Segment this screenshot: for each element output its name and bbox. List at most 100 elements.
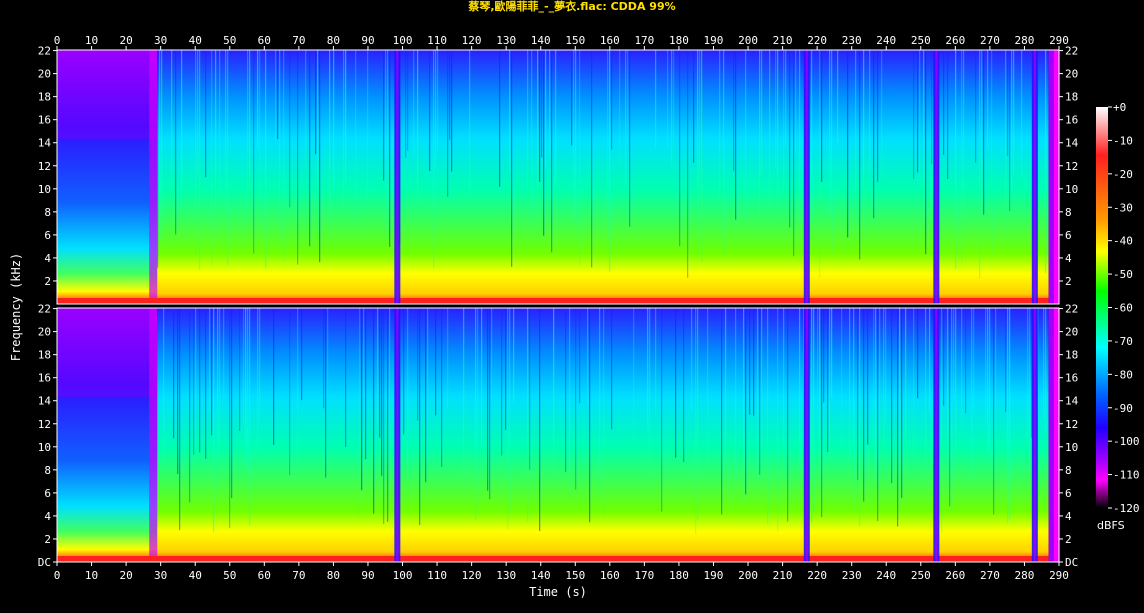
texture-streak bbox=[447, 308, 449, 409]
texture-streak bbox=[487, 308, 489, 491]
texture-streak bbox=[199, 308, 201, 453]
low-frequency-band bbox=[57, 556, 1049, 562]
y-tick-label-left: 20 bbox=[38, 68, 51, 81]
texture-streak bbox=[761, 50, 763, 175]
texture-streak bbox=[437, 50, 439, 150]
texture-streak bbox=[859, 308, 861, 527]
texture-streak bbox=[297, 50, 299, 265]
texture-streak bbox=[603, 308, 605, 517]
y-tick-label-right: 6 bbox=[1065, 229, 1072, 242]
x-tick-label-top: 90 bbox=[361, 34, 374, 47]
colorbar-tick-label: -30 bbox=[1113, 201, 1133, 214]
y-tick-label-left: 6 bbox=[44, 487, 51, 500]
y-tick-label-left: DC bbox=[38, 556, 51, 569]
texture-streak bbox=[769, 50, 771, 223]
texture-streak bbox=[913, 50, 915, 179]
music-region bbox=[157, 308, 1049, 562]
texture-streak bbox=[987, 308, 989, 452]
texture-streak bbox=[245, 308, 247, 469]
texture-streak bbox=[1005, 50, 1007, 234]
texture-streak bbox=[161, 50, 163, 244]
texture-streak bbox=[823, 308, 825, 403]
texture-streak bbox=[373, 308, 375, 514]
y-tick-label-right: 22 bbox=[1065, 45, 1078, 58]
y-tick-label-left: 22 bbox=[38, 303, 51, 316]
texture-streak bbox=[745, 50, 747, 218]
silence-gap-core bbox=[396, 308, 399, 562]
texture-streak bbox=[869, 50, 871, 173]
texture-streak bbox=[529, 308, 531, 470]
colorbar-tick-label: +0 bbox=[1113, 101, 1126, 114]
texture-streak bbox=[819, 308, 821, 494]
texture-streak bbox=[1031, 308, 1033, 438]
texture-streak bbox=[925, 308, 927, 488]
texture-streak bbox=[587, 308, 589, 405]
panel-frame bbox=[56, 307, 1060, 563]
texture-streak bbox=[873, 308, 875, 443]
texture-streak bbox=[981, 50, 983, 206]
texture-streak bbox=[277, 50, 279, 140]
y-tick-label-left: 12 bbox=[38, 418, 51, 431]
texture-streak bbox=[697, 308, 699, 521]
y-tick-label-left: 18 bbox=[38, 349, 51, 362]
silence-gap-core bbox=[1033, 308, 1036, 562]
texture-streak bbox=[513, 308, 515, 403]
texture-streak bbox=[633, 308, 635, 442]
texture-streak bbox=[405, 50, 407, 158]
texture-streak bbox=[819, 50, 821, 278]
x-tick-label-bottom: 30 bbox=[154, 569, 167, 582]
intro-region-top bbox=[57, 50, 158, 139]
texture-streak bbox=[879, 308, 881, 464]
texture-streak bbox=[1045, 308, 1047, 433]
y-tick-label-left: 14 bbox=[38, 395, 52, 408]
texture-streak bbox=[499, 50, 501, 187]
x-tick-label-top: 130 bbox=[496, 34, 516, 47]
texture-streak bbox=[667, 50, 669, 149]
texture-streak bbox=[1007, 308, 1009, 524]
x-tick-label-top: 150 bbox=[565, 34, 585, 47]
y-tick-label-left: 10 bbox=[38, 441, 51, 454]
x-tick-label-bottom: 90 bbox=[361, 569, 374, 582]
texture-streak bbox=[171, 50, 173, 192]
track-end-region bbox=[1048, 308, 1059, 562]
texture-streak bbox=[683, 308, 685, 463]
texture-streak bbox=[941, 308, 943, 534]
texture-streak bbox=[767, 308, 769, 524]
silence-gap-core bbox=[805, 308, 808, 562]
texture-streak bbox=[305, 50, 307, 171]
x-tick-label-bottom: 250 bbox=[911, 569, 931, 582]
texture-streak bbox=[177, 308, 179, 474]
texture-streak bbox=[961, 308, 963, 435]
texture-streak bbox=[599, 308, 601, 500]
texture-streak bbox=[319, 50, 321, 263]
texture-streak bbox=[829, 308, 831, 460]
texture-streak bbox=[377, 308, 379, 426]
x-tick-label-bottom: 180 bbox=[669, 569, 689, 582]
texture-streak bbox=[875, 308, 877, 486]
texture-streak bbox=[159, 50, 161, 241]
x-tick-label-top: 110 bbox=[427, 34, 447, 47]
texture-streak bbox=[589, 308, 591, 523]
texture-streak bbox=[225, 50, 227, 214]
track-end-edge bbox=[1054, 308, 1059, 562]
texture-streak bbox=[545, 50, 547, 169]
texture-streak bbox=[761, 308, 763, 449]
y-tick-label-left: 14 bbox=[38, 137, 52, 150]
texture-streak bbox=[821, 308, 823, 518]
x-tick-label-bottom: 20 bbox=[119, 569, 132, 582]
x-tick-label-bottom: 160 bbox=[600, 569, 620, 582]
y-tick-label-right: 10 bbox=[1065, 441, 1078, 454]
texture-streak bbox=[859, 50, 861, 260]
texture-streak bbox=[407, 50, 409, 151]
texture-streak bbox=[537, 50, 539, 235]
texture-streak bbox=[975, 50, 977, 163]
texture-streak bbox=[697, 50, 699, 259]
colorbar-gradient bbox=[1096, 107, 1108, 508]
texture-streak bbox=[881, 50, 883, 180]
texture-streak bbox=[209, 308, 211, 414]
texture-streak bbox=[429, 50, 431, 172]
y-tick-label-right: 8 bbox=[1065, 464, 1072, 477]
x-tick-label-top: 190 bbox=[704, 34, 724, 47]
texture-streak bbox=[427, 308, 429, 460]
texture-streak bbox=[841, 308, 843, 448]
